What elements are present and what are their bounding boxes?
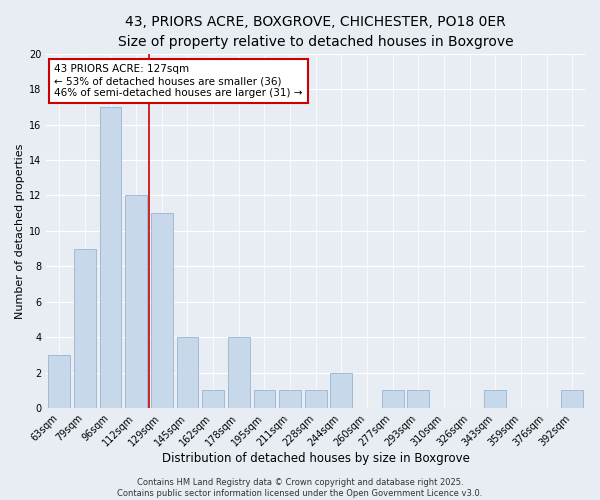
Bar — [254, 390, 275, 408]
Bar — [279, 390, 301, 408]
Bar — [100, 107, 121, 408]
Bar — [305, 390, 326, 408]
Bar — [331, 372, 352, 408]
Bar — [176, 337, 199, 408]
Bar — [561, 390, 583, 408]
Title: 43, PRIORS ACRE, BOXGROVE, CHICHESTER, PO18 0ER
Size of property relative to det: 43, PRIORS ACRE, BOXGROVE, CHICHESTER, P… — [118, 15, 514, 48]
Bar — [382, 390, 404, 408]
X-axis label: Distribution of detached houses by size in Boxgrove: Distribution of detached houses by size … — [162, 452, 470, 465]
Text: Contains HM Land Registry data © Crown copyright and database right 2025.
Contai: Contains HM Land Registry data © Crown c… — [118, 478, 482, 498]
Bar — [49, 355, 70, 408]
Bar — [407, 390, 429, 408]
Y-axis label: Number of detached properties: Number of detached properties — [15, 143, 25, 318]
Bar — [228, 337, 250, 408]
Bar — [74, 248, 96, 408]
Text: 43 PRIORS ACRE: 127sqm
← 53% of detached houses are smaller (36)
46% of semi-det: 43 PRIORS ACRE: 127sqm ← 53% of detached… — [55, 64, 303, 98]
Bar — [151, 213, 173, 408]
Bar — [125, 196, 147, 408]
Bar — [202, 390, 224, 408]
Bar — [484, 390, 506, 408]
